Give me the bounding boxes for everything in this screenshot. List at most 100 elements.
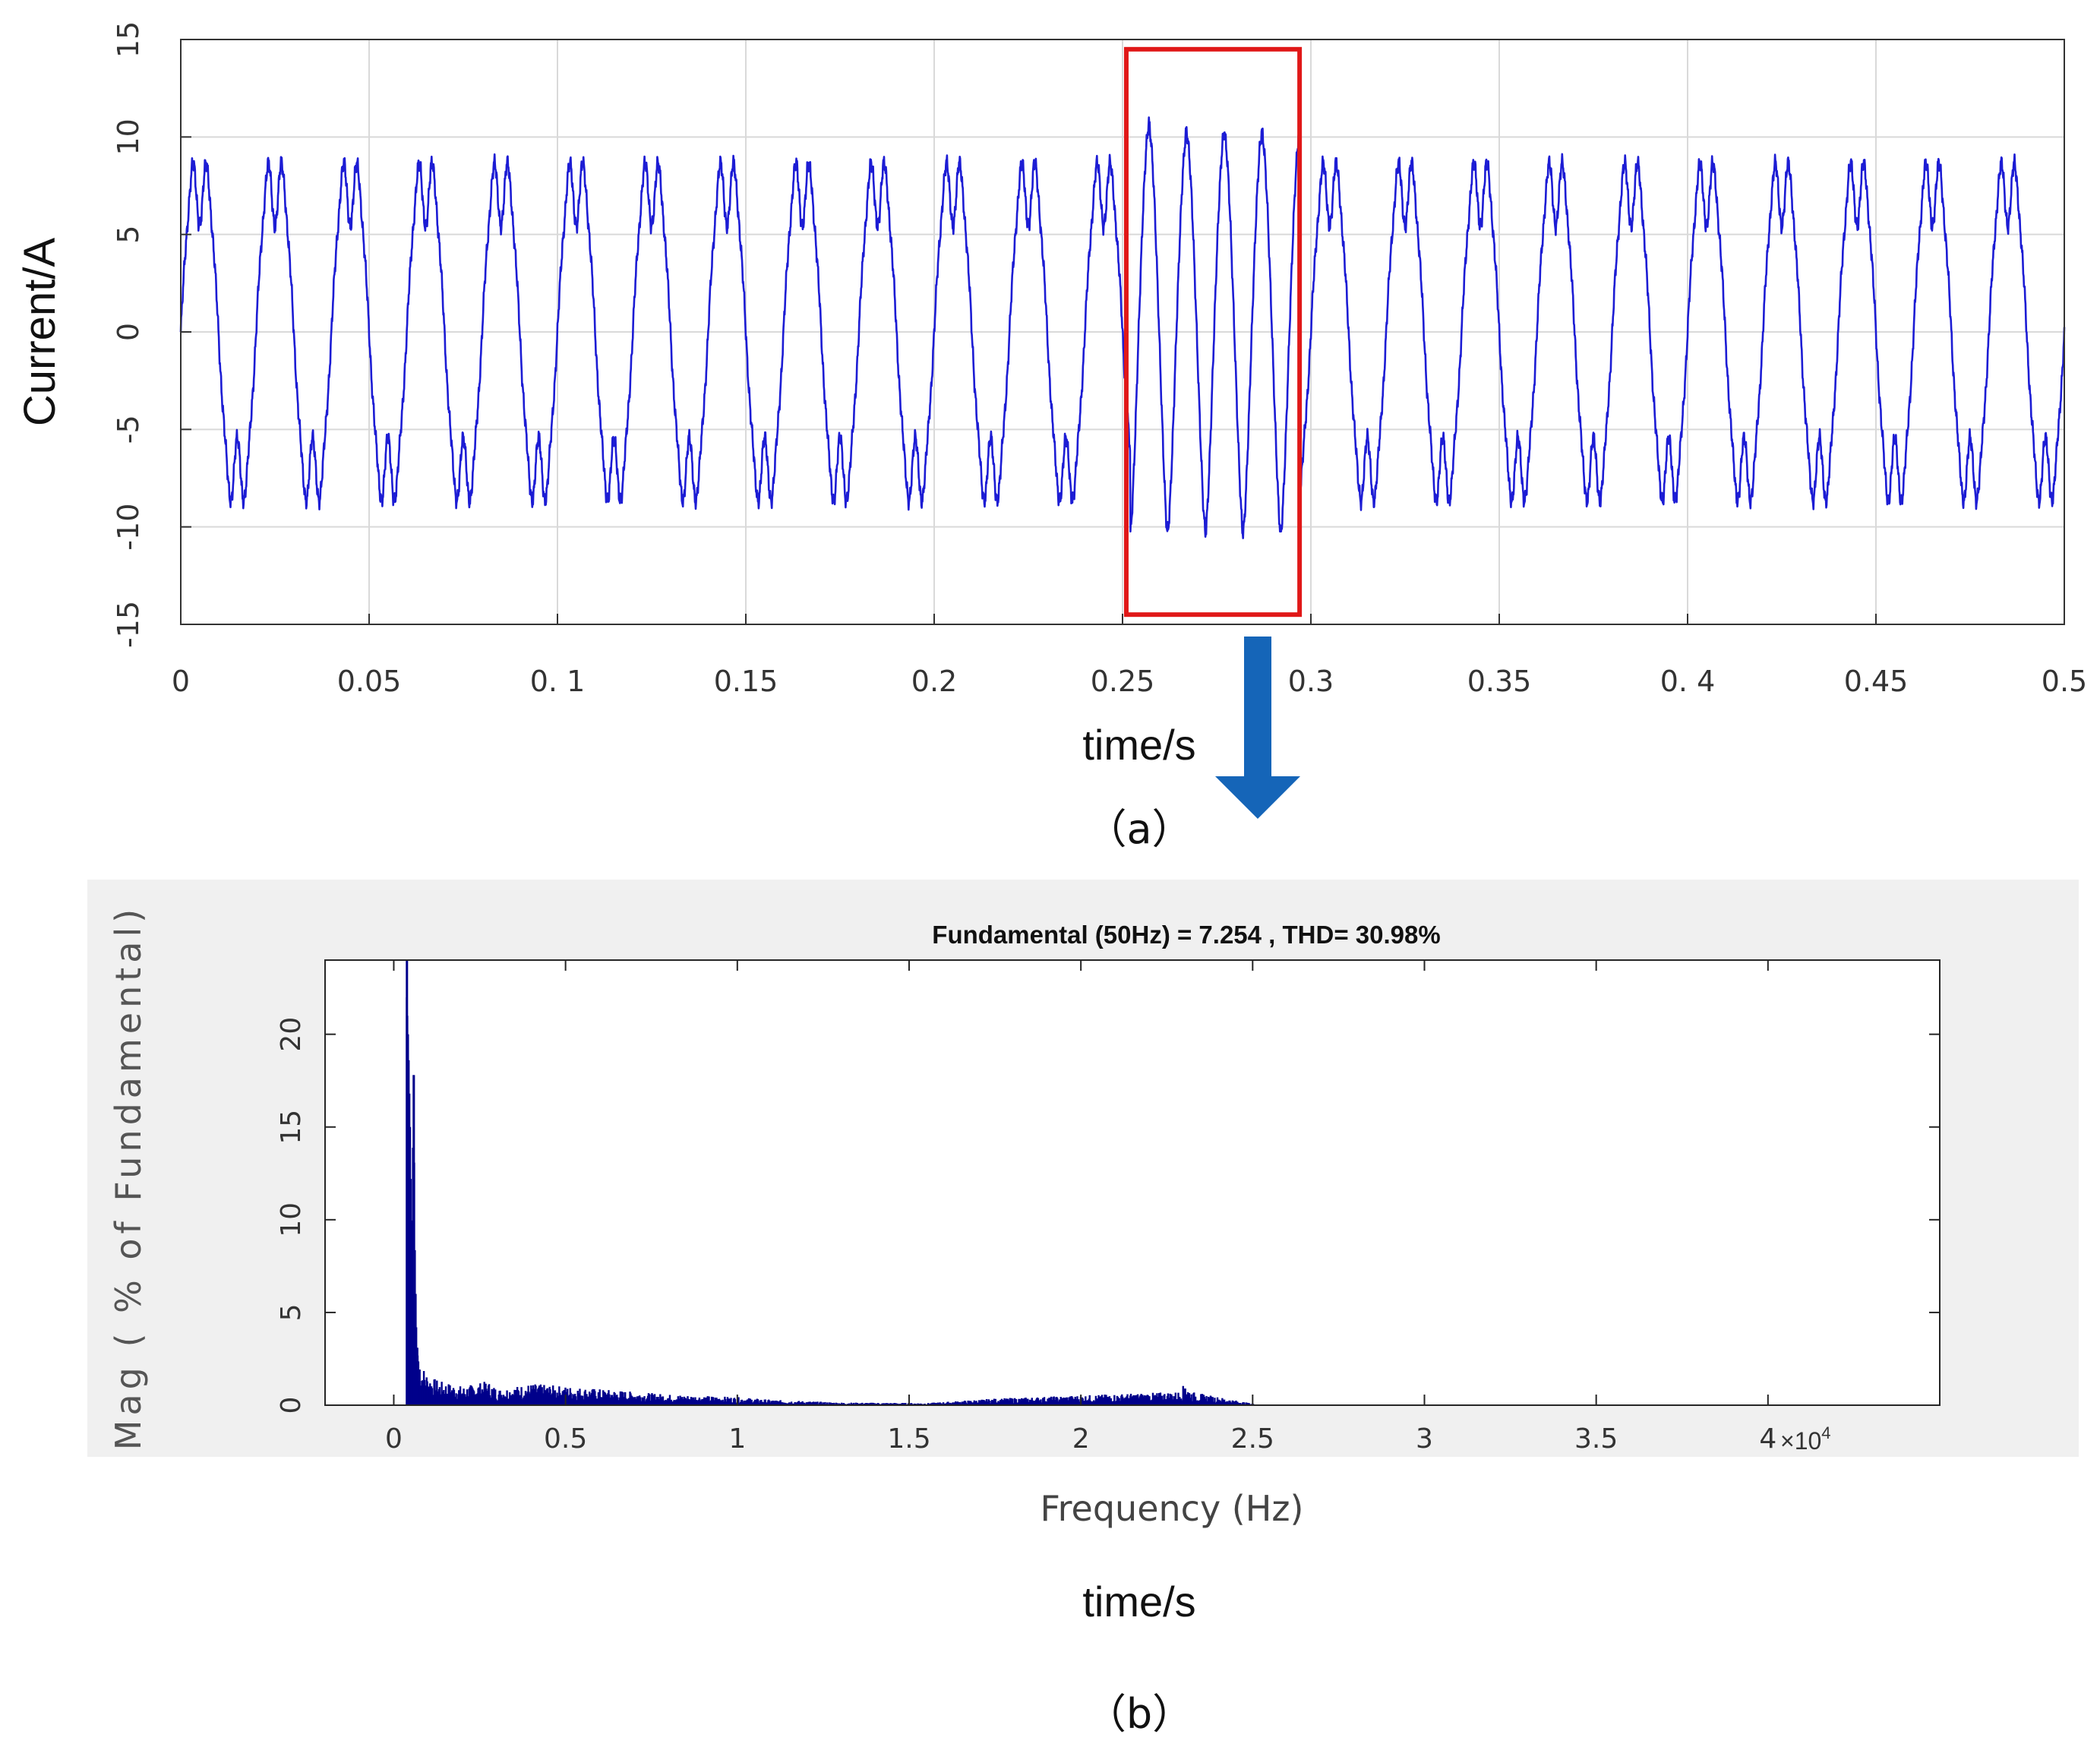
spectrum-bar — [1006, 1398, 1009, 1405]
spectrum-bar — [493, 1388, 495, 1405]
spectrum-bar — [718, 1398, 721, 1405]
panel-b-ticks: 0 0.5 1 1.5 2 2.5 3 3.5 4 0 5 10 15 20 — [276, 960, 1940, 1455]
spectrum-bar — [999, 1400, 1002, 1405]
spectrum-bar — [1179, 1397, 1181, 1405]
spectrum-bar — [726, 1397, 729, 1405]
spectrum-bar — [958, 1401, 961, 1405]
spectrum-bar — [768, 1400, 771, 1405]
spectrum-bar — [1164, 1394, 1166, 1405]
spectrum-bar — [1140, 1394, 1142, 1405]
spectrum-bar — [566, 1388, 569, 1405]
spectrum-bar — [436, 1380, 438, 1405]
spectrum-bar — [819, 1401, 823, 1405]
spectrum-bar — [1000, 1398, 1003, 1405]
x-tick-label: 0.25 — [1091, 665, 1155, 698]
x-tick-label: 0 — [172, 665, 190, 698]
spectrum-bar — [824, 1401, 826, 1405]
spectrum-bar — [520, 1387, 523, 1405]
spectrum-bar — [1015, 1398, 1018, 1405]
spectrum-bar — [750, 1399, 753, 1405]
spectrum-bar — [935, 1403, 938, 1405]
spectrum-bar — [581, 1395, 584, 1405]
spectrum-bar — [488, 1384, 491, 1405]
spectrum-bar — [795, 1402, 797, 1405]
spectrum-bar — [1174, 1392, 1177, 1405]
spectrum-bar — [961, 1401, 963, 1405]
spectrum-bar — [1214, 1398, 1216, 1405]
spectrum-bar — [1167, 1398, 1170, 1405]
spectrum-bar — [993, 1398, 996, 1405]
spectrum-bar — [655, 1397, 658, 1405]
spectrum-bar — [605, 1394, 608, 1405]
spectrum-peak-bar — [412, 1075, 415, 1405]
spectrum-bars — [406, 960, 1255, 1405]
spectrum-bar — [502, 1395, 505, 1405]
spectrum-bar — [988, 1400, 990, 1405]
spectrum-bar — [584, 1389, 586, 1405]
y-tick-label: 0 — [276, 1397, 307, 1414]
spectrum-bar — [708, 1396, 710, 1405]
spectrum-bar — [694, 1397, 696, 1405]
spectrum-bar — [933, 1402, 936, 1405]
spectrum-bar — [426, 1381, 428, 1405]
spectrum-bar — [1069, 1396, 1072, 1405]
spectrum-bar — [506, 1390, 508, 1405]
panel-b-x-axis-label: Frequency (Hz) — [1041, 1488, 1304, 1529]
spectrum-bar — [668, 1395, 671, 1405]
spectrum-bar — [501, 1395, 503, 1405]
spectrum-bar — [891, 1403, 894, 1405]
spectrum-bar — [1056, 1398, 1059, 1405]
x-tick-label: 0.35 — [1467, 665, 1532, 698]
spectrum-bar — [1050, 1396, 1053, 1405]
spectrum-bar — [1101, 1395, 1104, 1405]
spectrum-bar — [994, 1398, 997, 1405]
panel-b-caption: （b） — [1085, 1690, 1193, 1738]
x-tick-label: 1.5 — [887, 1423, 930, 1455]
spectrum-bar — [832, 1402, 834, 1405]
spectrum-bar — [472, 1391, 475, 1405]
y-tick-label: -15 — [112, 601, 145, 648]
spectrum-peak-bar — [1183, 1388, 1186, 1405]
spectrum-bar — [1193, 1392, 1195, 1405]
spectrum-bar — [779, 1400, 782, 1405]
x-tick-label: 3.5 — [1574, 1423, 1618, 1455]
x-tick-label: 0.2 — [911, 665, 957, 698]
spectrum-bar — [957, 1402, 960, 1405]
panel-b-x-scale-label: ×104 — [1780, 1423, 1831, 1455]
spectrum-bar — [1076, 1396, 1078, 1405]
down-arrow-icon — [1215, 637, 1300, 819]
y-tick-label: 15 — [112, 21, 145, 58]
spectrum-bar — [579, 1388, 581, 1405]
spectrum-bar — [856, 1403, 859, 1405]
x-tick-label: 2.5 — [1231, 1423, 1274, 1455]
spectrum-bar — [1171, 1395, 1173, 1405]
spectrum-bar — [800, 1401, 802, 1405]
spectrum-bar — [662, 1396, 665, 1405]
spectrum-bar — [447, 1384, 450, 1405]
spectrum-bar — [434, 1379, 436, 1405]
spectrum-bar — [1082, 1398, 1084, 1405]
panel-b-chart: 0 0.5 1 1.5 2 2.5 3 3.5 4 0 5 10 15 20 Fundamental (5… — [87, 880, 2079, 1457]
spectrum-peak-bar — [414, 1294, 417, 1405]
x-tick-label: 4 — [1759, 1423, 1776, 1455]
spectrum-bar — [942, 1402, 945, 1405]
spectrum-bar — [1243, 1402, 1246, 1405]
spectrum-bar — [1239, 1402, 1242, 1405]
spectrum-bar — [453, 1389, 456, 1405]
spectrum-bar — [1034, 1400, 1036, 1405]
spectrum-bar — [1043, 1397, 1046, 1405]
spectrum-bar — [730, 1398, 732, 1405]
spectrum-bar — [1013, 1398, 1016, 1405]
spectrum-bar — [702, 1398, 704, 1405]
spectrum-bar — [838, 1403, 840, 1405]
spectrum-bar — [509, 1392, 511, 1405]
y-tick-label: 15 — [276, 1110, 307, 1145]
y-tick-label: 5 — [112, 226, 145, 244]
panel-a-caption: （a） — [1085, 805, 1192, 853]
x-tick-label: 0.3 — [1288, 665, 1334, 698]
spectrum-bar — [418, 1369, 421, 1405]
spectrum-bar — [955, 1401, 957, 1405]
spectrum-bar — [911, 1403, 913, 1405]
spectrum-bar — [549, 1389, 551, 1405]
spectrum-bar — [756, 1399, 759, 1405]
